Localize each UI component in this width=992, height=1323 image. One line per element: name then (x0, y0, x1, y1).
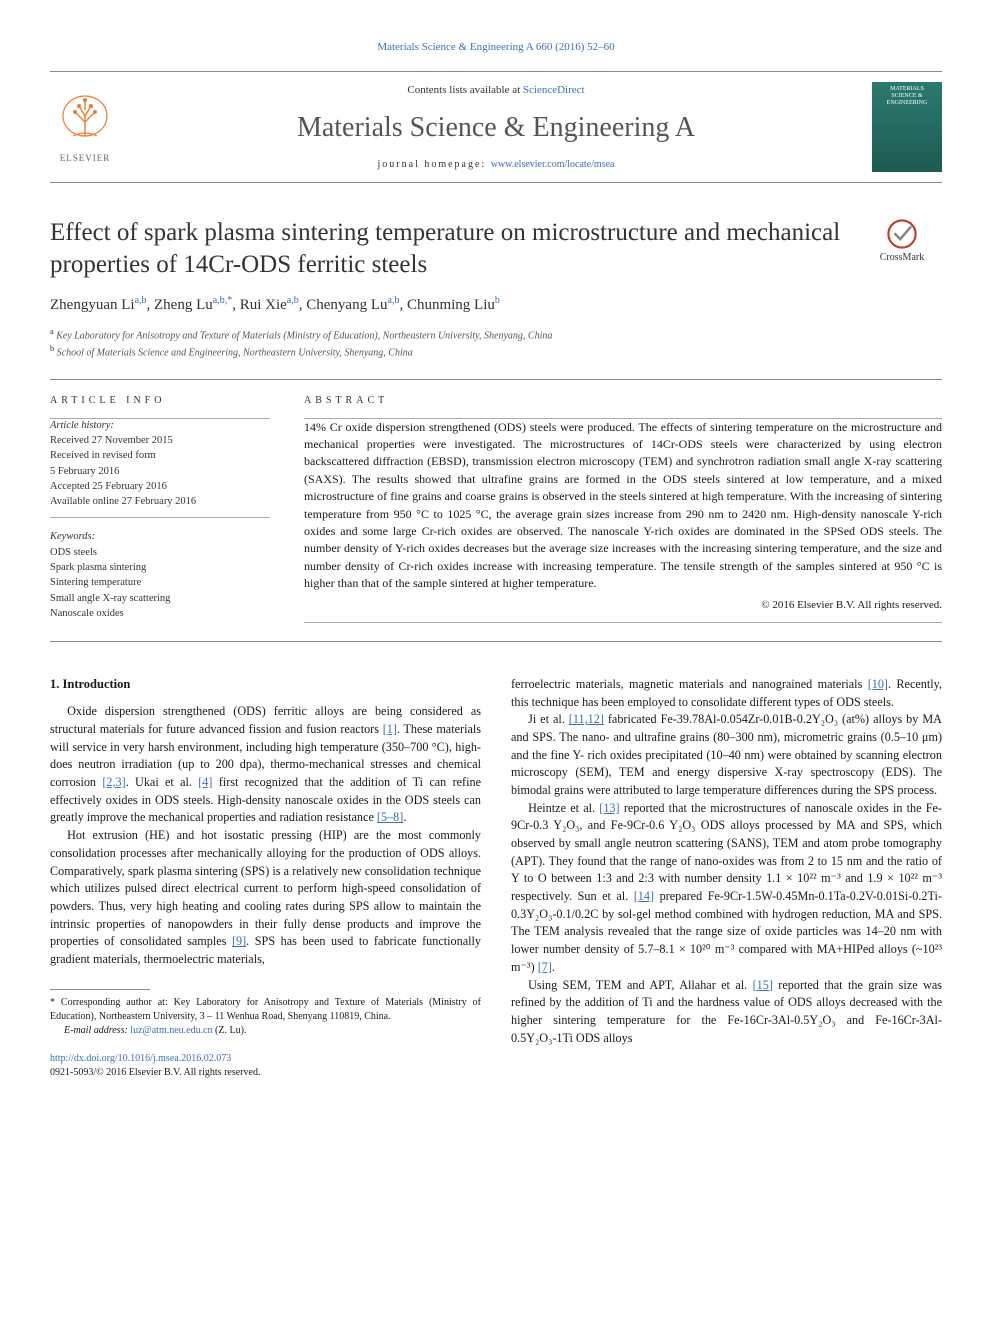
section-heading: 1. Introduction (50, 676, 481, 694)
body-col-left: 1. Introduction Oxide dispersion strengt… (50, 676, 481, 1080)
cover-label-1: MATERIALS (887, 86, 928, 93)
masthead-center: Contents lists available at ScienceDirec… (136, 83, 856, 172)
ref-link[interactable]: [10] (868, 677, 888, 691)
paragraph: ferroelectric materials, magnetic materi… (511, 676, 942, 711)
email-link[interactable]: luz@atm.neu.edu.cn (130, 1025, 212, 1036)
affiliations: a Key Laboratory for Anisotropy and Text… (50, 326, 942, 361)
affil-link[interactable]: b (495, 295, 500, 306)
history-label: Article history: (50, 419, 270, 434)
body-columns: 1. Introduction Oxide dispersion strengt… (50, 676, 942, 1080)
abstract-heading: ABSTRACT (304, 394, 942, 408)
keywords-label: Keywords: (50, 530, 270, 545)
homepage-prefix: journal homepage: (378, 159, 491, 170)
keyword: Sintering temperature (50, 575, 270, 590)
homepage-link[interactable]: www.elsevier.com/locate/msea (491, 159, 615, 170)
cover-label-3: ENGINEERING (887, 100, 928, 107)
ref-link[interactable]: [11,12] (569, 712, 604, 726)
paragraph: Oxide dispersion strengthened (ODS) ferr… (50, 703, 481, 827)
history-item: Available online 27 February 2016 (50, 494, 270, 509)
sciencedirect-link[interactable]: ScienceDirect (523, 84, 585, 96)
divider (50, 379, 942, 380)
keywords-list: ODS steels Spark plasma sintering Sinter… (50, 545, 270, 621)
doi-block: http://dx.doi.org/10.1016/j.msea.2016.02… (50, 1052, 481, 1080)
affil-link[interactable]: a (387, 295, 391, 306)
article-info-column: ARTICLE INFO Article history: Received 2… (50, 394, 270, 623)
masthead: ELSEVIER Contents lists available at Sci… (50, 71, 942, 183)
body-col-right: ferroelectric materials, magnetic materi… (511, 676, 942, 1080)
ref-link[interactable]: [5–8] (377, 810, 403, 824)
elsevier-logo: ELSEVIER (50, 87, 120, 167)
doi-link[interactable]: http://dx.doi.org/10.1016/j.msea.2016.02… (50, 1053, 231, 1064)
affil-link[interactable]: b (394, 295, 399, 306)
authors-line: Zhengyuan Lia,b, Zheng Lua,b,*, Rui Xiea… (50, 294, 942, 316)
history-item: Received in revised form (50, 448, 270, 463)
ref-link[interactable]: [2,3] (102, 775, 125, 789)
corresponding-author: * Corresponding author at: Key Laborator… (50, 996, 481, 1024)
abstract-copyright: © 2016 Elsevier B.V. All rights reserved… (304, 598, 942, 613)
affil-link[interactable]: b (142, 295, 147, 306)
affil-a: Key Laboratory for Anisotropy and Textur… (56, 330, 552, 341)
running-head: Materials Science & Engineering A 660 (2… (50, 40, 942, 55)
cover-label-2: SCIENCE & (887, 93, 928, 100)
affil-link[interactable]: a (213, 295, 217, 306)
affil-link[interactable]: a (135, 295, 139, 306)
elsevier-tree-icon (55, 90, 115, 150)
keyword: Nanoscale oxides (50, 606, 270, 621)
crossmark-badge[interactable]: CrossMark (862, 217, 942, 265)
abstract-column: ABSTRACT 14% Cr oxide dispersion strengt… (304, 394, 942, 623)
crossmark-label: CrossMark (880, 251, 924, 265)
divider (50, 517, 270, 518)
history-item: 5 February 2016 (50, 464, 270, 479)
ref-link[interactable]: [15] (753, 978, 773, 992)
history-item: Received 27 November 2015 (50, 433, 270, 448)
email-suffix: (Z. Lu). (213, 1025, 247, 1036)
footnotes: * Corresponding author at: Key Laborator… (50, 996, 481, 1038)
article-info-heading: ARTICLE INFO (50, 394, 270, 408)
history-list: Received 27 November 2015 Received in re… (50, 433, 270, 509)
affil-link[interactable]: b (294, 295, 299, 306)
history-item: Accepted 25 February 2016 (50, 479, 270, 494)
paragraph: Hot extrusion (HE) and hot isostatic pre… (50, 827, 481, 969)
divider (50, 641, 942, 642)
ref-link[interactable]: [14] (634, 889, 654, 903)
corr-link[interactable]: * (227, 295, 232, 306)
ref-link[interactable]: [13] (599, 801, 619, 815)
affil-link[interactable]: a (287, 295, 291, 306)
contents-prefix: Contents lists available at (407, 84, 522, 96)
ref-link[interactable]: [7] (538, 960, 552, 974)
issn-line: 0921-5093/© 2016 Elsevier B.V. All right… (50, 1066, 481, 1080)
paragraph: Ji et al. [11,12] fabricated Fe-39.78Al-… (511, 711, 942, 799)
affil-b: School of Materials Science and Engineer… (57, 348, 413, 359)
keyword: ODS steels (50, 545, 270, 560)
crossmark-icon (885, 217, 919, 251)
keyword: Spark plasma sintering (50, 560, 270, 575)
divider (304, 622, 942, 623)
ref-link[interactable]: [4] (198, 775, 212, 789)
journal-name: Materials Science & Engineering A (136, 108, 856, 147)
ref-link[interactable]: [9] (232, 934, 246, 948)
publisher-name: ELSEVIER (60, 152, 111, 165)
paragraph: Heintze et al. [13] reported that the mi… (511, 800, 942, 977)
paragraph: Using SEM, TEM and APT, Allahar et al. [… (511, 977, 942, 1048)
abstract-text: 14% Cr oxide dispersion strengthened (OD… (304, 419, 942, 593)
article-title: Effect of spark plasma sintering tempera… (50, 217, 842, 280)
footnote-rule (50, 989, 150, 990)
ref-link[interactable]: [1] (383, 722, 397, 736)
keyword: Small angle X-ray scattering (50, 591, 270, 606)
journal-cover-thumb: MATERIALS SCIENCE & ENGINEERING (872, 82, 942, 172)
email-label: E-mail address: (64, 1025, 130, 1036)
affil-link[interactable]: b (220, 295, 225, 306)
